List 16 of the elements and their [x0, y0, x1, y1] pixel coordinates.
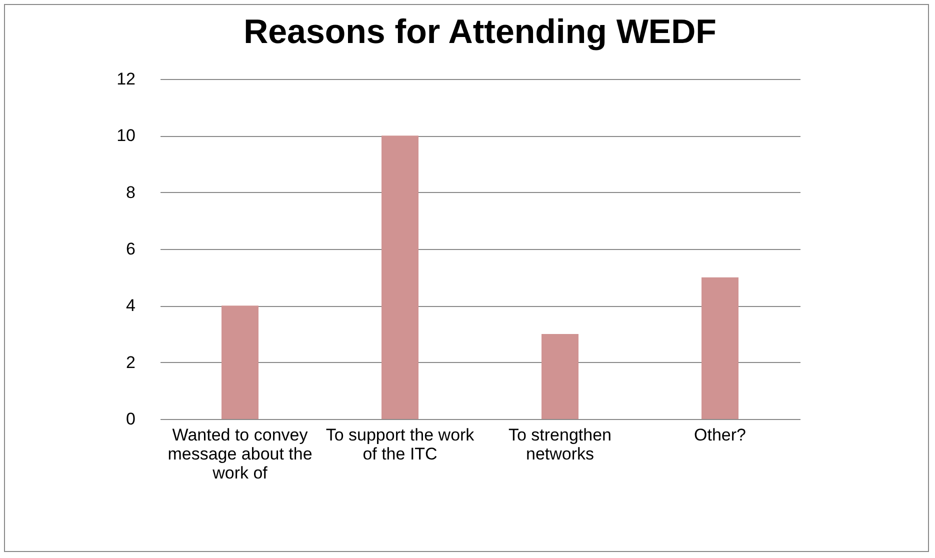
- bar: [382, 136, 418, 419]
- x-tick-label: Other?: [694, 426, 746, 444]
- y-tick-label: 4: [126, 296, 136, 316]
- y-tick-label: 10: [116, 126, 136, 146]
- x-tick-label: To strengthen networks: [508, 426, 612, 464]
- bar: [542, 334, 578, 419]
- x-tick-label: Wanted to convey message about the work of: [168, 426, 312, 482]
- bar: [702, 277, 738, 419]
- chart-title: Reasons for Attending WEDF: [244, 13, 716, 51]
- y-tick-label: 6: [126, 240, 136, 258]
- y-tick-label: 2: [126, 352, 136, 372]
- bar: [222, 306, 258, 419]
- y-tick-label: 0: [126, 410, 136, 428]
- x-tick-label: To support the work of the ITC: [326, 426, 475, 464]
- y-tick-label: 12: [116, 70, 136, 88]
- y-tick-label: 8: [126, 182, 136, 202]
